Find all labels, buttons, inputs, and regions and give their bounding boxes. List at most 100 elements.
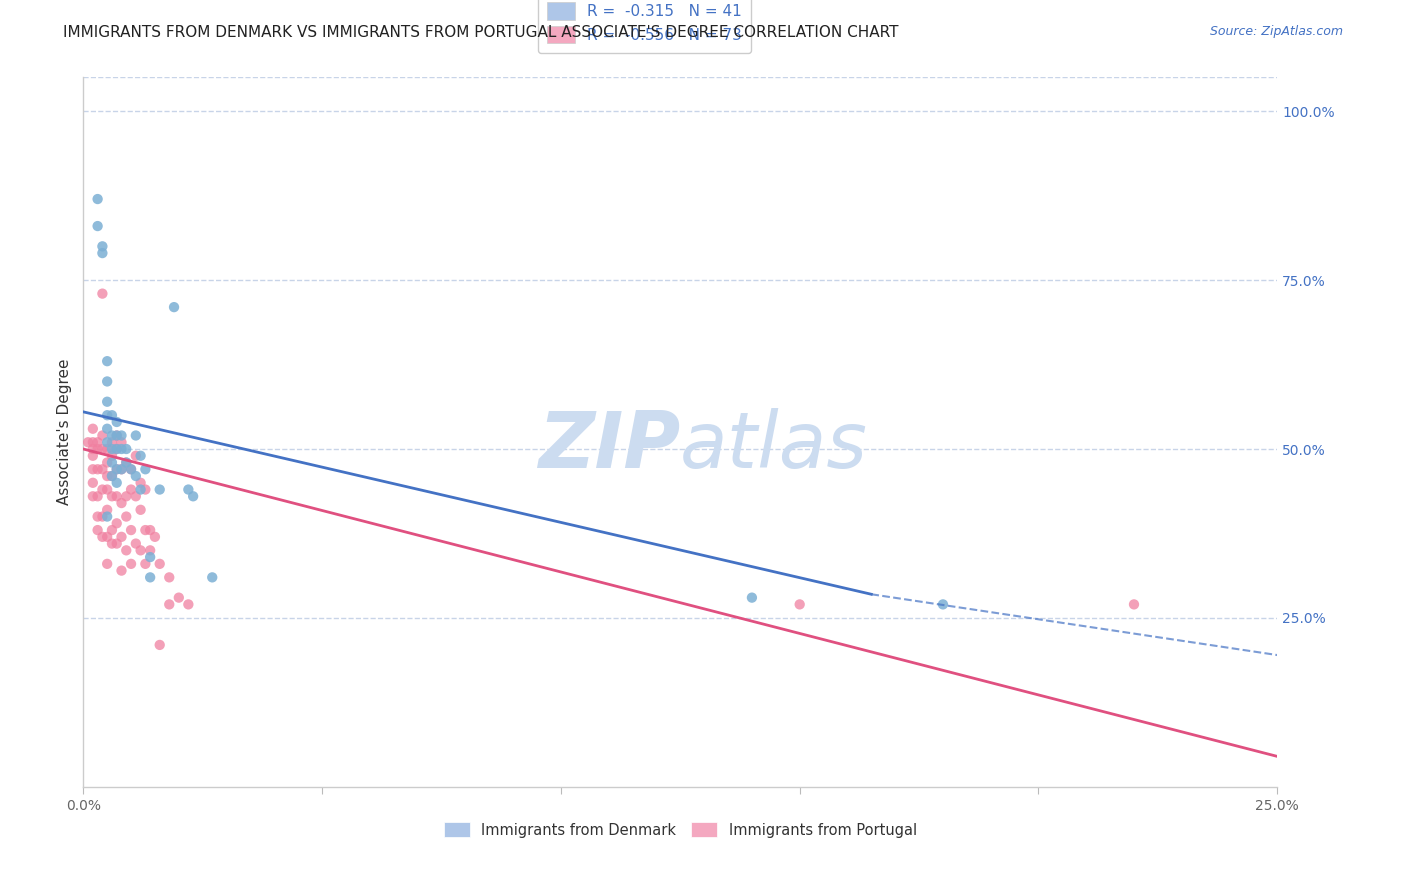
Point (101, 409, 124, 423)
Point (157, 598, 180, 612)
Point (120, 483, 142, 497)
Point (789, 598, 811, 612)
Point (110, 462, 132, 476)
Point (105, 536, 128, 550)
Point (125, 536, 148, 550)
Point (105, 462, 128, 476)
Point (139, 570, 162, 584)
Point (86, 523, 108, 537)
Point (105, 442, 128, 456)
Point (115, 489, 138, 503)
Point (91, 428, 114, 442)
Point (96, 409, 118, 423)
Point (177, 483, 200, 497)
Point (163, 300, 186, 314)
Point (101, 536, 124, 550)
Point (101, 442, 124, 456)
Point (82, 435, 104, 450)
Point (201, 570, 224, 584)
Point (139, 523, 162, 537)
Point (91, 462, 114, 476)
Point (125, 469, 148, 483)
Point (101, 449, 124, 463)
Point (139, 543, 162, 558)
Point (91, 509, 114, 524)
Point (149, 638, 172, 652)
Point (167, 591, 190, 605)
Point (91, 530, 114, 544)
Point (105, 428, 128, 442)
Point (86, 442, 108, 456)
Point (96, 469, 118, 483)
Point (115, 442, 138, 456)
Point (86, 489, 108, 503)
Point (115, 456, 138, 470)
Point (110, 442, 132, 456)
Point (91, 483, 114, 497)
Point (105, 462, 128, 476)
Point (96, 375, 118, 389)
Point (110, 564, 132, 578)
Point (115, 456, 138, 470)
Point (91, 442, 114, 456)
Y-axis label: Associate's Degree: Associate's Degree (58, 359, 72, 506)
Point (177, 598, 200, 612)
Point (86, 435, 108, 450)
Point (96, 394, 118, 409)
Point (157, 570, 180, 584)
Point (120, 523, 142, 537)
Legend: Immigrants from Denmark, Immigrants from Portugal: Immigrants from Denmark, Immigrants from… (437, 816, 922, 843)
Point (96, 509, 118, 524)
Point (110, 530, 132, 544)
Point (91, 239, 114, 253)
Point (129, 543, 152, 558)
Point (120, 462, 142, 476)
Point (101, 523, 124, 537)
Point (134, 483, 156, 497)
Point (101, 469, 124, 483)
Point (134, 462, 156, 476)
Point (110, 428, 132, 442)
Point (96, 456, 118, 470)
Point (96, 483, 118, 497)
Point (96, 530, 118, 544)
Point (82, 462, 104, 476)
Point (82, 475, 104, 490)
Point (96, 435, 118, 450)
Point (129, 449, 152, 463)
Text: IMMIGRANTS FROM DENMARK VS IMMIGRANTS FROM PORTUGAL ASSOCIATE'S DEGREE CORRELATI: IMMIGRANTS FROM DENMARK VS IMMIGRANTS FR… (63, 25, 898, 40)
Point (115, 509, 138, 524)
Point (139, 550, 162, 565)
Point (96, 442, 118, 456)
Point (101, 456, 124, 470)
Text: Source: ZipAtlas.com: Source: ZipAtlas.com (1209, 25, 1343, 38)
Point (91, 246, 114, 260)
Point (741, 591, 763, 605)
Point (181, 489, 204, 503)
Point (105, 489, 128, 503)
Text: ZIP: ZIP (538, 409, 681, 484)
Point (105, 415, 128, 429)
Point (129, 475, 152, 490)
Point (115, 543, 138, 558)
Point (105, 442, 128, 456)
Point (125, 428, 148, 442)
Point (120, 557, 142, 571)
Point (101, 435, 124, 450)
Point (129, 503, 152, 517)
Point (105, 428, 128, 442)
Point (1123, 598, 1146, 612)
Point (96, 354, 118, 368)
Point (101, 489, 124, 503)
Point (110, 462, 132, 476)
Point (101, 469, 124, 483)
Point (77, 435, 100, 450)
Point (105, 516, 128, 531)
Point (82, 422, 104, 436)
Point (129, 483, 152, 497)
Point (125, 489, 148, 503)
Point (86, 192, 108, 206)
Text: atlas: atlas (681, 409, 868, 484)
Point (149, 483, 172, 497)
Point (96, 503, 118, 517)
